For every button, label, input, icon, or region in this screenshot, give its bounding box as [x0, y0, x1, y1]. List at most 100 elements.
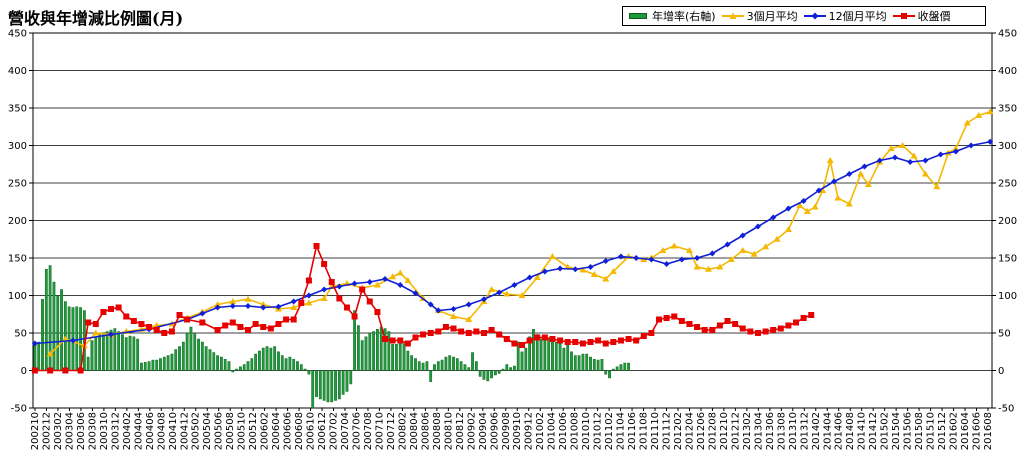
yoy-bar	[353, 310, 356, 371]
ma3-point	[389, 273, 397, 280]
yoy-bar	[387, 331, 391, 371]
yoy-bar	[505, 364, 509, 371]
ma3-point	[290, 304, 298, 310]
yoy-bar	[395, 344, 398, 371]
x-tick-label: 200508	[225, 412, 236, 450]
close-point	[146, 324, 153, 330]
yoy-bar	[410, 355, 414, 371]
right-tick-label: 450	[998, 29, 1017, 40]
x-tick-label: 201006	[558, 412, 569, 450]
x-tick-label: 201510	[926, 412, 937, 450]
x-tick-label: 201304	[753, 412, 764, 450]
ma3-point	[229, 298, 237, 304]
left-tick-label: -50	[11, 404, 27, 415]
yoy-bar	[513, 365, 516, 371]
ma3-point	[693, 263, 701, 270]
x-tick-label: 200802	[397, 412, 408, 450]
x-tick-label: 200510	[237, 412, 248, 450]
yoy-bar	[315, 370, 318, 397]
right-tick-label: 200	[998, 216, 1017, 227]
yoy-bar	[577, 355, 581, 371]
yoy-bar	[585, 353, 589, 371]
yoy-bar	[117, 331, 121, 371]
close-point	[115, 304, 122, 311]
yoy-bar	[406, 350, 410, 371]
ma12-point	[450, 306, 457, 312]
close-point	[770, 327, 777, 333]
ma3-point	[609, 268, 617, 274]
x-tick-label: 200612	[317, 412, 328, 450]
close-point	[275, 321, 282, 327]
yoy-bar	[360, 340, 364, 371]
x-tick-label: 201310	[788, 412, 799, 450]
close-point	[420, 331, 427, 338]
x-tick-label: 201106	[627, 412, 638, 450]
right-tick-label: 250	[998, 179, 1017, 190]
ma3-point	[921, 170, 929, 177]
x-tick-label: 201010	[581, 412, 592, 450]
x-tick-label: 201206	[696, 412, 707, 450]
close-point	[237, 324, 244, 330]
close-point	[671, 313, 678, 320]
yoy-bar	[600, 359, 604, 371]
x-tick-label: 200312	[110, 412, 121, 450]
x-tick-label: 201302	[742, 412, 753, 450]
yoy-bar	[627, 362, 630, 371]
close-point	[724, 318, 731, 324]
ma12-point	[754, 223, 761, 230]
ma3-point	[910, 152, 918, 159]
yoy-bar	[216, 355, 219, 371]
x-tick-label: 201508	[914, 412, 925, 450]
yoy-bar	[193, 332, 197, 371]
x-tick-label: 200304	[64, 412, 75, 450]
x-tick-label: 201504	[891, 412, 902, 450]
yoy-bar	[41, 299, 44, 371]
ma3-point	[685, 247, 693, 253]
ma12-point	[465, 301, 472, 308]
close-point	[153, 327, 160, 333]
ma3-point	[834, 194, 842, 201]
yoy-bar	[67, 306, 71, 371]
right-tick-label: 300	[998, 141, 1017, 152]
yoy-bar	[414, 358, 417, 371]
close-point	[747, 328, 754, 335]
x-tick-label: 200506	[214, 412, 225, 450]
yoy-bar	[455, 358, 459, 371]
yoy-bar	[52, 281, 56, 371]
ma3-point	[465, 316, 473, 322]
yoy-bar	[474, 361, 478, 371]
yoy-bar	[75, 306, 79, 371]
yoy-bar	[421, 362, 425, 371]
ma12-point	[861, 163, 868, 170]
yoy-bar	[174, 349, 178, 371]
x-tick-label: 201408	[845, 412, 856, 450]
ma12-point	[770, 214, 777, 221]
yoy-bar	[417, 361, 421, 371]
yoy-bar	[162, 356, 166, 371]
ma12-point	[31, 340, 38, 347]
ma12-point	[937, 151, 944, 158]
yoy-bar	[98, 334, 101, 371]
yoy-bar	[482, 370, 486, 380]
close-point	[648, 330, 655, 336]
yoy-bar	[440, 359, 444, 371]
ma3-point	[887, 145, 895, 151]
close-point	[617, 337, 624, 344]
yoy-bar	[554, 341, 558, 371]
yoy-bar	[37, 341, 41, 371]
close-point	[625, 336, 632, 342]
close-point	[245, 327, 252, 333]
x-tick-label: 201306	[765, 412, 776, 450]
ma12-point	[987, 138, 994, 145]
close-point	[229, 319, 236, 326]
yoy-bar	[60, 289, 63, 371]
close-point	[793, 319, 800, 326]
close-point	[511, 340, 518, 347]
ma3-point	[803, 208, 811, 214]
yoy-bar	[124, 337, 128, 371]
ma3-point	[796, 202, 804, 208]
ma12-point	[922, 157, 929, 164]
yoy-bar	[155, 359, 159, 371]
yoy-bar	[570, 351, 573, 371]
